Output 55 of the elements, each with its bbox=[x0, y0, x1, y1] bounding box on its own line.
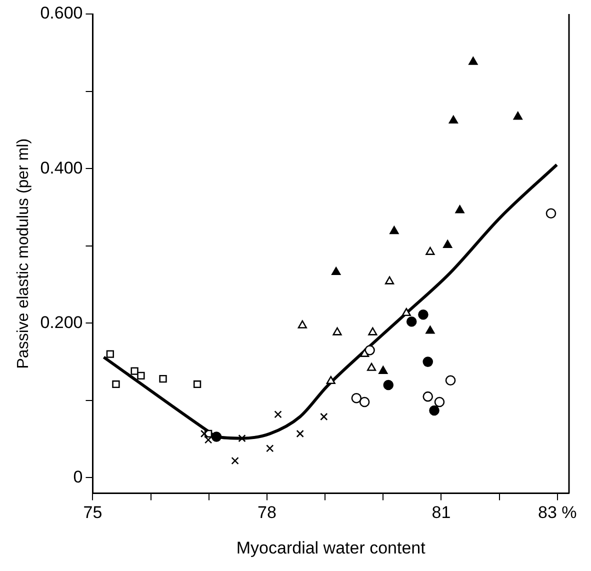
point bbox=[332, 267, 341, 276]
point bbox=[443, 240, 452, 248]
point bbox=[384, 276, 394, 284]
y-axis-title: Passive elastic modulus (per ml) bbox=[15, 138, 32, 369]
x-tick-label: 83 % bbox=[538, 503, 577, 522]
point bbox=[422, 391, 434, 402]
point bbox=[211, 432, 222, 442]
point bbox=[274, 410, 282, 418]
y-tick-label: 0.600 bbox=[40, 4, 83, 23]
point bbox=[445, 375, 456, 386]
point bbox=[130, 367, 138, 375]
point bbox=[378, 366, 388, 374]
point bbox=[383, 380, 394, 390]
point bbox=[426, 246, 435, 255]
point bbox=[137, 372, 145, 380]
point bbox=[266, 444, 274, 452]
point bbox=[204, 436, 212, 444]
point bbox=[426, 326, 435, 334]
x-tick-label: 78 bbox=[258, 503, 276, 522]
point bbox=[448, 116, 458, 124]
point bbox=[360, 348, 370, 357]
point bbox=[298, 320, 307, 328]
x-axis-title: Myocardial water content bbox=[236, 538, 426, 558]
point bbox=[332, 327, 342, 336]
point bbox=[200, 430, 208, 438]
x-tick-label: 81 bbox=[432, 503, 451, 522]
point bbox=[193, 380, 202, 388]
point bbox=[366, 362, 376, 371]
point bbox=[418, 310, 428, 320]
point bbox=[359, 396, 370, 408]
point bbox=[402, 308, 411, 316]
point bbox=[112, 380, 120, 388]
point bbox=[455, 205, 464, 214]
point bbox=[106, 350, 114, 358]
point bbox=[546, 208, 556, 219]
point bbox=[296, 430, 304, 438]
point bbox=[238, 434, 246, 442]
point bbox=[320, 412, 328, 421]
x-tick-label: 75 bbox=[83, 503, 102, 522]
point bbox=[364, 345, 375, 356]
point bbox=[468, 56, 478, 65]
point bbox=[368, 327, 378, 336]
point bbox=[434, 396, 445, 408]
point bbox=[390, 226, 399, 234]
y-tick-label: 0 bbox=[73, 467, 83, 486]
point bbox=[513, 112, 522, 120]
point bbox=[159, 374, 167, 383]
point bbox=[231, 456, 239, 465]
point bbox=[351, 392, 362, 404]
point bbox=[429, 405, 440, 416]
point bbox=[326, 376, 336, 384]
point bbox=[422, 356, 434, 367]
y-tick-label: 0.200 bbox=[40, 312, 83, 332]
y-tick-label: 0.400 bbox=[40, 158, 83, 178]
point bbox=[406, 316, 417, 327]
